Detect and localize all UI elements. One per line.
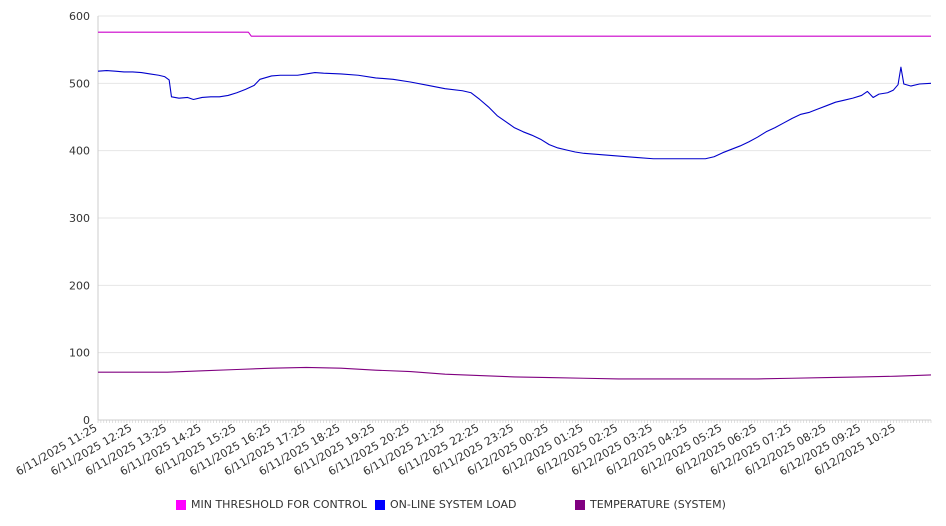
y-tick-label: 600	[69, 10, 90, 23]
legend-item: TEMPERATURE (SYSTEM)	[575, 498, 726, 511]
y-tick-label: 400	[69, 145, 90, 158]
series-lines	[97, 31, 932, 380]
legend-label: MIN THRESHOLD FOR CONTROL	[191, 498, 367, 511]
legend-item: MIN THRESHOLD FOR CONTROL	[176, 498, 367, 511]
y-axis-ticks: 0 100 200 300 400 500 600	[69, 10, 90, 427]
legend-label: TEMPERATURE (SYSTEM)	[590, 498, 726, 511]
y-tick-label: 0	[83, 414, 90, 427]
y-tick-label: 200	[69, 279, 90, 292]
series-line-on-line-system-load	[97, 66, 932, 160]
legend-swatch	[375, 499, 385, 510]
legend: MIN THRESHOLD FOR CONTROL ON-LINE SYSTEM …	[0, 498, 946, 514]
series-line-temperature-system	[98, 366, 932, 380]
series-line-min-threshold-for-control	[98, 31, 931, 37]
legend-swatch	[575, 499, 585, 510]
legend-swatch	[176, 499, 186, 510]
legend-label: ON-LINE SYSTEM LOAD	[390, 498, 517, 511]
y-tick-label: 500	[69, 77, 90, 90]
legend-item: ON-LINE SYSTEM LOAD	[375, 498, 516, 511]
x-axis-ticks: 6/11/2025 11:256/11/2025 12:256/11/2025 …	[14, 420, 932, 478]
y-tick-label: 100	[69, 347, 90, 360]
grid-lines	[98, 15, 931, 421]
y-tick-label: 300	[69, 212, 90, 225]
